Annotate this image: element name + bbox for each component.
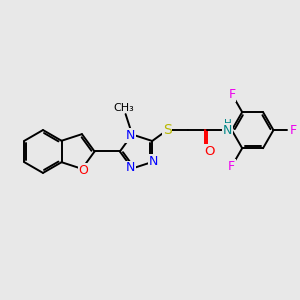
Text: F: F (229, 88, 236, 101)
Text: N: N (126, 129, 135, 142)
Text: CH₃: CH₃ (113, 103, 134, 113)
Text: N: N (126, 161, 135, 174)
Text: S: S (163, 123, 172, 137)
Text: O: O (79, 164, 88, 177)
Text: O: O (204, 145, 215, 158)
Text: N: N (223, 124, 232, 136)
Text: N: N (149, 155, 158, 168)
Text: F: F (290, 124, 297, 136)
Text: H: H (224, 118, 232, 129)
Text: F: F (228, 160, 235, 173)
